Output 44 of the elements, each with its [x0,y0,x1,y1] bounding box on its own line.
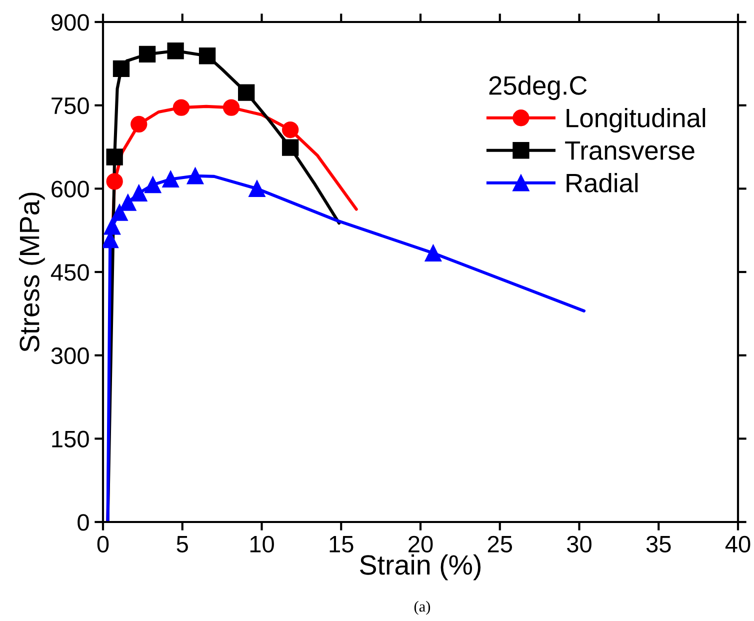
y-tick-label: 750 [52,97,89,114]
x-axis-title: Strain (%) [360,554,481,580]
point [186,168,204,184]
point [112,60,130,77]
point [104,218,121,235]
legend-title: 25deg.C [489,75,587,100]
point [120,194,136,211]
y-tick-label: 150 [52,430,89,448]
x-tick-label: 10 [250,536,274,553]
point [198,48,216,64]
y-axis-title: Stress (MPa) [18,192,45,352]
x-tick-label: 25 [488,536,512,553]
legend-label: Radial [566,173,638,192]
point [162,170,179,188]
point [130,116,148,133]
point [111,204,128,221]
y-tick-label: 0 [78,514,89,531]
text: (a) [414,600,430,615]
point [106,173,123,190]
point [167,42,184,60]
point [138,46,156,63]
point [424,244,442,262]
legend-label: Transverse [565,141,694,160]
x-tick-label: 35 [646,536,671,553]
point [248,180,266,197]
point [106,148,123,166]
y-tick-label: 450 [50,264,89,281]
point [172,99,190,116]
x-tick-label: 30 [567,536,592,553]
x-tick-label: 15 [330,536,354,553]
x-tick-label: 20 [408,536,433,553]
point [144,176,162,194]
x-tick-label: 5 [176,536,188,553]
point [282,121,299,138]
y-tick-label: 300 [51,347,89,364]
x-tick-label: 40 [725,536,750,553]
x-tick-label: 0 [97,536,109,553]
point [130,184,148,202]
legend-label: Longitudinal [566,108,706,133]
point [222,99,240,116]
y-tick-label: 900 [52,14,89,31]
point [282,139,299,156]
y-tick-label: 600 [52,180,89,198]
point [238,84,255,101]
